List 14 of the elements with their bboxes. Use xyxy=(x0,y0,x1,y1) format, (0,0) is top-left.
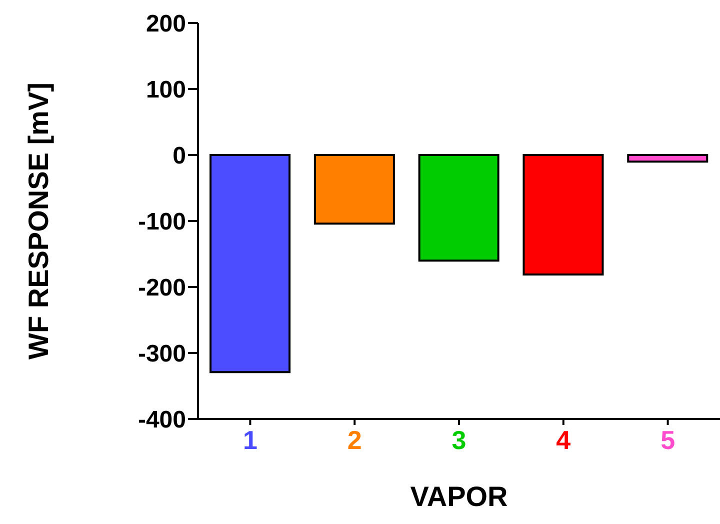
y-tick-label: -200 xyxy=(138,274,186,302)
y-axis-title: WF RESPONSE [mV] xyxy=(22,82,54,360)
x-tick-label: 5 xyxy=(660,425,676,455)
y-tick-label: 0 xyxy=(172,142,186,170)
x-axis-title: VAPOR xyxy=(410,481,508,512)
x-tick-label: 2 xyxy=(347,425,362,455)
x-tick-label: 3 xyxy=(452,425,466,455)
x-tick-label: 4 xyxy=(556,425,572,455)
y-tick-label: 200 xyxy=(146,10,186,38)
y-tick-label: -100 xyxy=(138,208,186,236)
y-tick-label: -300 xyxy=(138,340,186,368)
y-tick-label: -400 xyxy=(138,406,186,434)
x-tick-label: 1 xyxy=(242,425,258,455)
y-tick-label: 100 xyxy=(146,76,186,104)
